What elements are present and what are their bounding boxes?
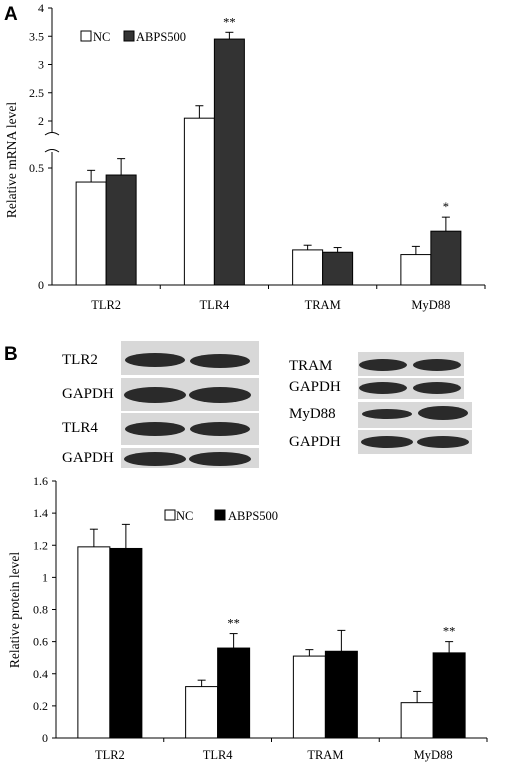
blot-label-tram: TRAM — [289, 358, 332, 374]
blot-label-gapdh-3: GAPDH — [289, 379, 341, 395]
y-tick-label-3: 3 — [38, 58, 44, 72]
bar-abps500-tram — [322, 251, 354, 286]
category-label-myd88: MyD88 — [411, 298, 450, 312]
bar-nc-myd88 — [400, 702, 434, 739]
bar-nc-tram — [292, 655, 326, 739]
bar-abps500-myd88 — [432, 652, 466, 739]
chart-a-bars — [75, 38, 462, 286]
bar-abps500-tlr2 — [105, 174, 137, 286]
y-tick-label-2: 2 — [38, 114, 44, 128]
y-tick-label-0-8: 0.8 — [33, 603, 48, 617]
bar-abps500-tlr2 — [109, 547, 143, 739]
blot-left-image — [121, 341, 259, 468]
bar-abps500-myd88 — [430, 230, 462, 286]
chart-a-axis-break-mark — [44, 132, 60, 136]
bar-nc-tlr2 — [75, 181, 107, 286]
y-tick-label-4: 4 — [38, 1, 44, 15]
blot-label-myd88: MyD88 — [289, 406, 336, 422]
panel-a-letter: A — [4, 4, 18, 25]
chart-b-protein: Relative protein level 0 0.2 0.4 0.6 0.8 1 1.2… — [7, 474, 488, 762]
blot-label-tlr2: TLR2 — [62, 352, 98, 368]
chart-a-legend: NC ABPS500 — [80, 30, 186, 44]
bar-nc-tlr2 — [77, 546, 111, 739]
y-tick-label-0-5: 0.5 — [29, 161, 44, 175]
chart-b-yticks: 0 0.2 0.4 0.6 0.8 1 1.2 1.4 1.6 — [33, 474, 56, 745]
category-label-tlr4: TLR4 — [199, 298, 230, 312]
y-tick-label-0-4: 0.4 — [33, 667, 48, 681]
chart-a-yticks: 0 0.5 2 2.5 3 3.5 4 — [29, 1, 52, 292]
significance-mark-tlr4: ** — [227, 617, 240, 631]
significance-mark-tlr4: ** — [223, 15, 236, 29]
category-label-myd88: MyD88 — [414, 748, 453, 762]
blot-label-gapdh-4: GAPDH — [289, 434, 341, 450]
chart-a-axis-break-mark-2 — [44, 149, 60, 153]
chart-a-ylabel: Relative mRNA level — [4, 102, 19, 218]
chart-a-axis-break-gap — [40, 133, 58, 152]
category-label-tram: TRAM — [305, 298, 341, 312]
category-label-tlr2: TLR2 — [95, 748, 125, 762]
chart-b-error-bars — [89, 523, 454, 703]
chart-a-categories: TLR2 TLR4 TRAM MyD88 — [91, 285, 486, 312]
y-tick-label-0-6: 0.6 — [33, 635, 48, 649]
category-label-tlr2: TLR2 — [91, 298, 121, 312]
y-tick-label-1-2: 1.2 — [33, 538, 48, 552]
blot-label-gapdh-1: GAPDH — [62, 386, 114, 402]
chart-b-legend: NC ABPS500 — [164, 509, 278, 523]
y-tick-label-2-5: 2.5 — [29, 86, 44, 100]
y-tick-label-1-6: 1.6 — [33, 474, 48, 488]
legend-b-abps-swatch — [214, 509, 226, 521]
legend-a-nc-swatch — [80, 30, 92, 42]
bar-abps500-tlr4 — [217, 647, 251, 739]
chart-b-bars — [77, 546, 466, 739]
legend-a-abps-label: ABPS500 — [136, 30, 186, 44]
category-label-tram: TRAM — [307, 748, 343, 762]
bar-nc-tram — [292, 249, 324, 286]
panel-b-letter: B — [4, 344, 18, 365]
bar-nc-tlr4 — [185, 686, 219, 739]
western-blots: TLR2 GAPDH TLR4 GAPDH TRAM GAPDH MyD88 G… — [62, 341, 472, 468]
y-tick-label-1: 1 — [42, 570, 48, 584]
legend-b-abps-label: ABPS500 — [228, 509, 278, 523]
chart-a-error-bars — [87, 31, 450, 255]
y-tick-label-1-4: 1.4 — [33, 506, 48, 520]
chart-a-significance: *** — [223, 15, 449, 214]
category-label-tlr4: TLR4 — [203, 748, 234, 762]
blot-right-image — [358, 352, 472, 454]
chart-b-significance: ** ** — [227, 617, 455, 639]
bar-nc-tlr4 — [183, 117, 215, 286]
y-tick-label-3-5: 3.5 — [29, 29, 44, 43]
y-tick-label-0-2: 0.2 — [33, 699, 48, 713]
legend-b-nc-swatch — [164, 509, 176, 521]
bar-abps500-tram — [324, 650, 358, 739]
y-tick-label-0: 0 — [42, 731, 48, 745]
chart-b-categories: TLR2 TLR4 TRAM MyD88 — [95, 738, 488, 762]
legend-a-nc-label: NC — [93, 30, 110, 44]
blot-label-tlr4: TLR4 — [62, 420, 98, 436]
chart-a-mrna: Relative mRNA level 00.522.533.54 *** TL… — [4, 1, 486, 312]
blot-label-gapdh-2: GAPDH — [62, 450, 114, 466]
y-tick-label-0: 0 — [38, 278, 44, 292]
bar-abps500-tlr4 — [213, 38, 245, 286]
significance-mark-myd88: ** — [443, 625, 456, 639]
legend-a-abps-swatch — [123, 30, 135, 42]
significance-mark-myd88: * — [443, 200, 449, 214]
legend-b-nc-label: NC — [176, 509, 193, 523]
bar-nc-myd88 — [400, 254, 432, 286]
chart-b-ylabel: Relative protein level — [7, 552, 22, 668]
